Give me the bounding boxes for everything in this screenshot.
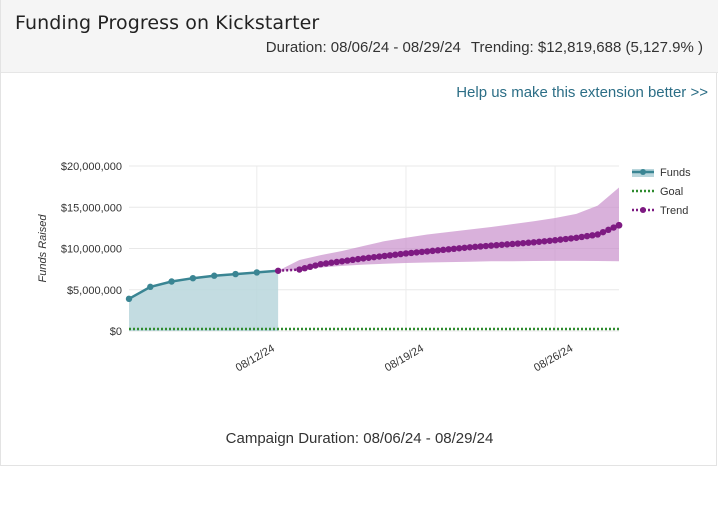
legend-label: Goal <box>660 186 683 198</box>
trend-point <box>562 235 569 243</box>
trend-point <box>525 239 532 246</box>
trend-point <box>493 242 500 249</box>
trend-point <box>450 245 458 253</box>
trend-point <box>503 241 511 248</box>
trend-point <box>317 260 324 268</box>
funds-area <box>129 270 279 331</box>
trend-point <box>514 240 522 247</box>
trend-point <box>605 226 612 234</box>
trend-point <box>328 259 335 266</box>
x-tick-label: 08/12/24 <box>234 342 277 374</box>
trend-point <box>471 243 479 251</box>
trend-point <box>376 253 383 260</box>
trend-point <box>487 242 495 249</box>
y-tick-label: $20,000,000 <box>61 161 122 173</box>
trend-point <box>610 224 617 231</box>
trending-text: Trending: $12,819,688 (5,127.9% ) <box>470 39 703 56</box>
trend-point <box>408 249 415 257</box>
trend-point <box>466 244 474 251</box>
x-tick-label: 08/26/24 <box>532 342 575 374</box>
trend-point <box>594 231 601 238</box>
legend-label: Trend <box>660 205 688 217</box>
trend-point <box>440 246 447 254</box>
trend-point <box>424 248 431 255</box>
trend-point <box>354 255 362 263</box>
trend-point <box>445 246 452 253</box>
trend-point <box>370 253 378 261</box>
trend-confidence-band <box>278 187 619 271</box>
trend-point <box>578 233 585 241</box>
trend-point <box>392 251 399 258</box>
trend-point <box>551 237 559 244</box>
trend-point <box>557 236 564 243</box>
trend-point <box>546 237 553 244</box>
trend-point <box>477 243 484 250</box>
trend-point <box>360 255 367 262</box>
funds-point <box>274 267 282 274</box>
y-axis-title: Funds Raised <box>37 214 49 283</box>
trend-point <box>589 232 596 239</box>
funds-point <box>189 275 197 282</box>
trend-point <box>338 258 346 265</box>
trend-point <box>381 252 388 260</box>
funds-point <box>125 295 133 303</box>
trend-point <box>615 221 623 229</box>
legend-swatch-trend-dot <box>640 207 646 213</box>
duration-text: Duration: 08/06/24 - 08/29/24 <box>265 39 461 56</box>
trend-point <box>397 250 404 258</box>
trend-point <box>599 228 607 236</box>
trend-point <box>333 258 340 266</box>
campaign-duration-caption: Campaign Duration: 08/06/24 - 08/29/24 <box>225 430 494 447</box>
chart-header: Funding Progress on Kickstarter Duration… <box>1 0 718 73</box>
legend-swatch-funds-dot <box>640 169 646 175</box>
trend-point <box>413 249 420 256</box>
funds-point <box>168 278 175 285</box>
feedback-link[interactable]: Help us make this extension better >> <box>456 84 708 101</box>
trend-point <box>344 257 351 264</box>
trend-point <box>306 263 314 271</box>
trend-point <box>418 248 426 256</box>
trend-point <box>429 247 436 255</box>
trend-point <box>567 235 575 242</box>
trend-point <box>509 240 516 248</box>
trend-point <box>349 256 356 264</box>
funds-point <box>211 272 218 279</box>
trend-point <box>541 238 548 245</box>
trend-point <box>530 239 537 246</box>
trend-point <box>312 262 319 269</box>
campaign-meta: Duration: 08/06/24 - 08/29/24 Trending: $… <box>266 39 703 56</box>
trend-point <box>583 232 591 240</box>
trend-point <box>456 245 463 252</box>
trend-point <box>365 254 372 261</box>
y-tick-label: $15,000,000 <box>61 202 122 214</box>
y-tick-label: $0 <box>110 326 122 338</box>
y-tick-label: $10,000,000 <box>61 244 122 256</box>
x-tick-label: 08/19/24 <box>383 342 426 374</box>
trend-point <box>519 239 527 247</box>
trend-point <box>402 250 410 257</box>
trend-point <box>461 244 468 251</box>
trend-point <box>573 234 580 241</box>
trend-point <box>535 238 543 245</box>
funds-line <box>128 269 279 300</box>
trend-point <box>296 266 303 273</box>
legend-label: Funds <box>660 167 691 179</box>
y-tick-label: $5,000,000 <box>67 285 122 297</box>
funds-point <box>147 283 154 291</box>
trend-point <box>386 252 394 259</box>
funds-point <box>253 269 261 276</box>
page-title: Funding Progress on Kickstarter <box>15 12 320 34</box>
trend-point <box>301 264 308 272</box>
trend-point <box>322 260 330 267</box>
trend-point <box>434 247 442 254</box>
trend-point <box>498 241 506 248</box>
funds-point <box>232 270 239 278</box>
trend-point <box>482 242 490 250</box>
